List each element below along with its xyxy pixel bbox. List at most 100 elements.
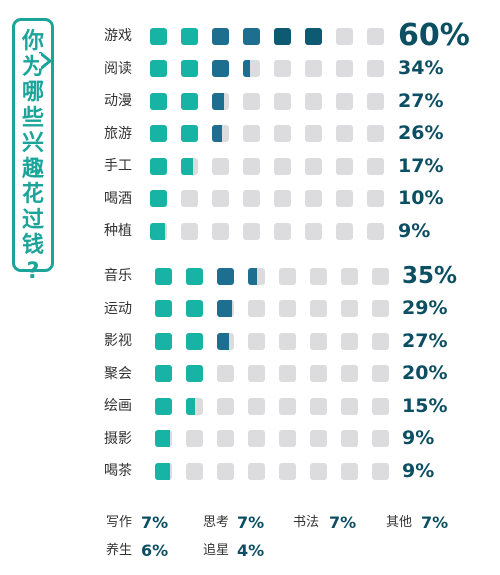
value-label: 27% (402, 329, 448, 352)
waffle-square (341, 300, 358, 317)
waffle-square (217, 332, 234, 350)
waffle-square (336, 190, 353, 207)
waffle-square (217, 300, 234, 317)
waffle-square (310, 267, 327, 285)
waffle-square (372, 267, 389, 285)
value-label: 20% (402, 362, 448, 384)
waffle-square (186, 267, 203, 285)
other-value-label: 7% (237, 513, 265, 532)
waffle-square (367, 27, 384, 45)
waffle-square (274, 27, 291, 45)
waffle-square (217, 365, 234, 382)
waffle-square (336, 157, 353, 175)
waffle-fill (243, 60, 250, 77)
waffle-fill (150, 157, 167, 175)
waffle-square (212, 222, 229, 240)
other-value-label: 4% (237, 541, 265, 560)
waffle-square (212, 27, 229, 45)
waffle-fill (217, 332, 229, 350)
waffle-fill (150, 190, 167, 207)
waffle-fill (186, 332, 203, 350)
waffle-square (372, 430, 389, 447)
category-label: 旅游 (104, 125, 132, 142)
waffle-square (181, 190, 198, 207)
waffle-square (150, 27, 167, 45)
waffle-square (186, 462, 203, 480)
waffle-square (336, 27, 353, 45)
waffle-fill (186, 300, 203, 317)
waffle-square (367, 92, 384, 110)
waffle-fill (181, 157, 193, 175)
waffle-square (155, 300, 172, 317)
other-category-label: 书法 (293, 515, 320, 530)
waffle-square (243, 92, 260, 110)
waffle-square (336, 222, 353, 240)
waffle-square (274, 222, 291, 240)
waffle-square (217, 397, 234, 415)
waffle-square (341, 267, 358, 285)
waffle-fill (155, 430, 171, 447)
waffle-fill (212, 27, 229, 45)
waffle-fill (181, 27, 198, 45)
waffle-square (341, 462, 358, 480)
waffle-square (181, 92, 198, 110)
waffle-square (274, 60, 291, 77)
waffle-fill (243, 27, 260, 45)
category-label: 喝酒 (104, 190, 132, 207)
waffle-square (310, 300, 327, 317)
waffle-square (243, 190, 260, 207)
waffle-square (279, 430, 296, 447)
waffle-square (212, 157, 229, 175)
waffle-square (305, 222, 322, 240)
waffle-square (372, 300, 389, 317)
waffle-square (372, 332, 389, 350)
waffle-square (341, 332, 358, 350)
waffle-fill (186, 365, 203, 382)
value-label: 15% (402, 394, 448, 417)
waffle-square (212, 92, 229, 110)
waffle-square (372, 462, 389, 480)
waffle-fill (274, 27, 291, 45)
waffle-square (305, 190, 322, 207)
waffle-fill (150, 125, 167, 142)
waffle-square (274, 125, 291, 142)
waffle-square (248, 430, 265, 447)
other-value-label: 7% (329, 513, 357, 532)
waffle-square (367, 190, 384, 207)
waffle-square (186, 365, 203, 382)
category-label: 喝茶 (104, 463, 132, 479)
waffle-square (181, 125, 198, 142)
category-label: 绘画 (104, 398, 132, 414)
waffle-square (150, 190, 167, 207)
waffle-square (274, 157, 291, 175)
waffle-square (305, 60, 322, 77)
waffle-square (217, 267, 234, 285)
waffle-square (248, 462, 265, 480)
other-category-label: 思考 (203, 515, 230, 530)
waffle-square (155, 430, 172, 447)
waffle-square (150, 222, 167, 240)
waffle-fill (248, 267, 257, 285)
other-category-label: 其他 (386, 515, 413, 530)
waffle-square (341, 397, 358, 415)
category-label: 阅读 (104, 60, 132, 77)
waffle-square (217, 430, 234, 447)
other-value-label: 7% (141, 513, 169, 532)
waffle-square (181, 27, 198, 45)
value-label: 60% (398, 18, 470, 53)
category-label: 游戏 (104, 28, 132, 44)
waffle-fill (150, 222, 166, 240)
waffle-square (155, 365, 172, 382)
category-label: 运动 (104, 300, 132, 317)
waffle-square (243, 125, 260, 142)
waffle-fill (155, 267, 172, 285)
waffle-square (248, 397, 265, 415)
waffle-square (181, 222, 198, 240)
waffle-square (336, 92, 353, 110)
waffle-square (305, 157, 322, 175)
waffle-square (181, 157, 198, 175)
waffle-square (186, 397, 203, 415)
waffle-square (274, 92, 291, 110)
value-label: 9% (398, 219, 431, 242)
waffle-fill (212, 60, 229, 77)
